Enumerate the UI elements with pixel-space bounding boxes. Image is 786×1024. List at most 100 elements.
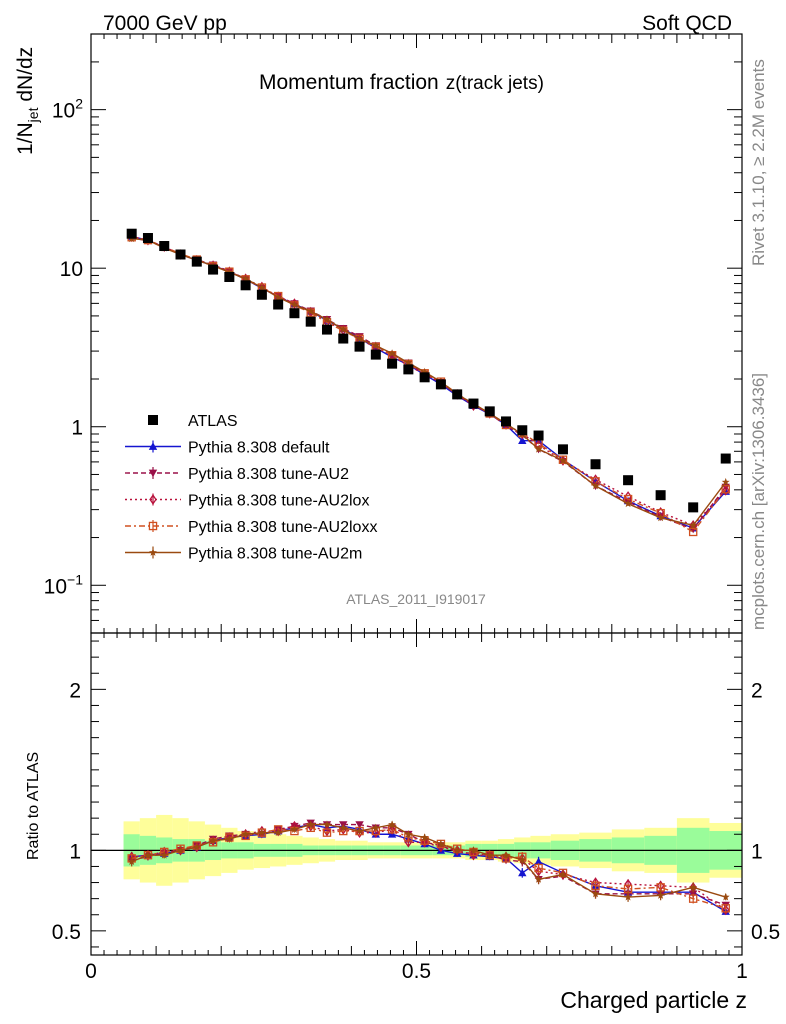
series-5-main-point [339,325,348,333]
ratio-y-tick-label-right: 0.5 [751,921,780,944]
series-5-ratio-point [404,830,413,838]
ratio-frame [90,632,743,956]
main-y-tick-label: 102 [52,96,83,123]
series-5-ratio-point [558,870,567,878]
series-5-main-point [624,499,633,508]
legend-label-3: Pythia 8.308 tune-AU2lox [188,493,369,510]
legend-label-1: Pythia 8.308 default [188,440,330,457]
atlas-data-point [224,271,235,282]
series-2-main-line [131,237,727,530]
atlas-data-point [191,256,202,267]
series-5-ratio-point [290,825,299,833]
series-5-main-point [591,481,600,490]
atlas-data-point [126,228,137,239]
legend-label-4: Pythia 8.308 tune-AU2loxx [188,519,377,536]
series-5-main-point [306,307,315,315]
atlas-data-point [484,406,495,417]
series-5-ratio-point [469,846,478,854]
series-5-ratio-point [656,891,665,899]
atlas-data-point [655,490,666,501]
ratio-y-tick-label: 1 [69,840,81,863]
series-3-ratio-point [559,869,567,880]
main-y-tick-label: 1 [71,417,83,440]
atlas-data-point [142,233,153,244]
series-5-ratio-point [322,820,331,828]
series-5-ratio-point [176,846,185,854]
series-5-ratio-point [371,823,380,832]
atlas-data-point [419,372,430,383]
series-5-ratio-point [534,875,543,883]
atlas-data-point [501,416,512,427]
atlas-data-point [240,280,251,291]
legend-marker-2 [148,469,158,478]
main-y-tick-label: 10−1 [44,571,84,598]
atlas-data-point [338,333,349,344]
atlas-data-point [370,349,381,360]
series-5-main-point [257,283,266,291]
series-4-main-point [688,527,698,537]
legend-marker-atlas [148,415,158,425]
series-5-main-point [225,268,234,276]
series-5-main-point [241,274,250,283]
series-5-main-point [322,315,331,323]
series-5-ratio-point [257,828,266,837]
series-1-main-point [518,436,527,445]
atlas-data-point [289,308,300,319]
legend-marker-3 [149,494,157,505]
atlas-data-point [533,430,544,441]
series-2-ratio-line [131,822,726,906]
series-5-ratio-point [388,820,397,828]
x-tick-label: 0.5 [402,960,431,983]
atlas-data-point [623,475,634,486]
series-2-ratio-point [355,821,364,829]
series-5-ratio-point [624,892,633,901]
main-frame [90,33,743,634]
legend-marker-4 [148,521,158,531]
series-5-main-point [290,300,299,309]
series-5-main-point [558,456,567,464]
series-5-ratio-point [453,846,462,854]
series-5-ratio-point [502,850,511,859]
series-5-ratio-point [160,850,169,859]
series-5-ratio-point [192,842,201,851]
series-5-ratio-point [274,828,283,837]
main-y-axis-label: 1/Njet dN/dz [14,47,41,155]
series-1-main-line [131,235,727,529]
header-left: 7000 GeV pp [103,12,227,35]
atlas-data-point [321,324,332,335]
atlas-data-point [354,341,365,352]
ratio-y-axis-label: Ratio to ATLAS [25,752,42,860]
atlas-data-point [273,299,284,310]
series-1-ratio-point [534,857,543,865]
atlas-data-point [435,379,446,390]
atlas-data-point [208,264,219,275]
series-5-main-point [656,513,665,522]
atlas-data-point [159,241,170,252]
atlas-data-point [256,289,267,300]
atlas-data-point [517,425,528,436]
series-5-ratio-point [518,855,527,864]
series-5-ratio-point [209,836,218,845]
atlas-data-point [468,398,479,409]
series-4-ratio-point [721,904,730,913]
chart-title: Momentum fraction z(track jets) [259,71,544,94]
header-right: Soft QCD [642,12,732,35]
series-5-ratio-point [591,889,600,898]
series-5-main-point [371,341,380,349]
series-5-main-point [404,358,413,367]
series-5-ratio-point [225,834,234,843]
series-5-ratio-line [131,823,726,898]
atlas-data-point [590,459,601,470]
series-5-main-point [689,521,698,529]
atlas-data-point [403,364,414,375]
series-5-ratio-point [306,820,315,828]
atlas-data-point [305,316,316,327]
mcplots-label: mcplots.cern.ch [arXiv:1306.3436] [749,373,768,630]
legend-marker-1 [148,442,158,450]
ratio-y-tick-label-right: 2 [751,679,763,702]
series-5-ratio-point [420,833,429,841]
series-5-ratio-point [339,823,348,832]
ratio-y-tick-label: 2 [69,679,81,702]
series-5-ratio-point [436,839,445,848]
